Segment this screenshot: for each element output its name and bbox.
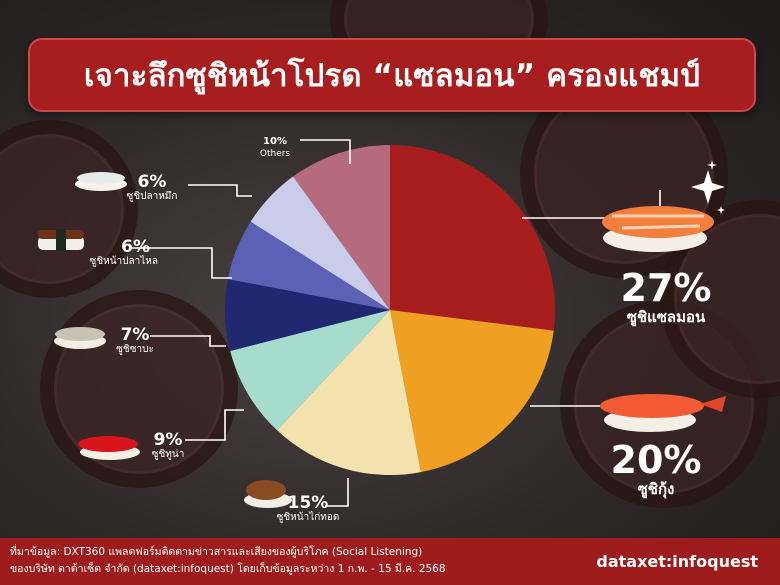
leader-line-tuna <box>185 409 244 441</box>
squid-sushi-icon <box>75 172 127 191</box>
leader-line-squid <box>188 184 252 197</box>
chicken-name: ซูชิหน้าไก่ทอด <box>276 512 340 523</box>
pie-slice-7 <box>293 145 390 310</box>
leader-line-chicken <box>325 478 349 507</box>
source-line-2: ของบริษัท ดาต้าเซ็ต จำกัด (dataxet:infoq… <box>10 563 446 575</box>
salmon-name: ซูชิแซลมอน <box>626 308 706 326</box>
salmon-sushi-icon <box>602 206 714 252</box>
shrimp-name: ซูชิกุ้ง <box>637 480 675 498</box>
label-shrimp: 20% ซูชิกุ้ง <box>596 440 716 498</box>
salmon-percent: 27% <box>620 266 712 310</box>
page-title: เจาะลึกซูชิหน้าโปรด “แซลมอน” ครองแชมป์ <box>83 58 701 94</box>
chicken-percent: 15% <box>287 493 329 513</box>
eel-name: ซูชิหน้าปลาไหล <box>89 256 158 267</box>
squid-percent: 6% <box>137 172 167 192</box>
label-chicken: 15% ซูชิหน้าไก่ทอด <box>266 494 350 524</box>
tuna-name: ซูชิทูน่า <box>151 449 185 460</box>
eel-sushi-icon <box>38 229 84 251</box>
pie-slice-3 <box>230 310 390 431</box>
source-line-1: ที่มาข้อมูล: DXT360 แพลตฟอร์มติดตามข่าวส… <box>10 546 423 558</box>
pie-slice-2 <box>277 310 421 476</box>
tuna-sushi-icon <box>78 436 140 460</box>
others-percent: 10% <box>263 136 287 147</box>
label-tuna: 9% ซูชิทูน่า <box>146 431 190 461</box>
others-name: Others <box>259 149 291 159</box>
shrimp-sushi-icon <box>600 394 726 432</box>
saba-percent: 7% <box>120 325 150 345</box>
leader-line-saba <box>150 335 226 347</box>
shrimp-percent: 20% <box>610 438 702 482</box>
sparkle-icon <box>691 160 725 214</box>
saba-sushi-icon <box>54 327 106 349</box>
brand-logo: dataxet:infoquest <box>596 552 758 571</box>
squid-name: ซูชิปลาหมึก <box>126 191 178 202</box>
leader-line-others <box>300 139 351 164</box>
eel-percent: 6% <box>121 237 150 257</box>
saba-name: ซูชิซาบะ <box>116 344 154 355</box>
label-others: 10% Others <box>250 136 300 160</box>
label-salmon: 27% ซูชิแซลมอน <box>606 268 726 326</box>
pie-slice-5 <box>227 221 390 310</box>
title-banner: เจาะลึกซูชิหน้าโปรด “แซลมอน” ครองแชมป์ <box>28 38 756 112</box>
footer: ที่มาข้อมูล: DXT360 แพลตฟอร์มติดตามข่าวส… <box>0 538 780 585</box>
tuna-percent: 9% <box>153 430 183 450</box>
source-note: ที่มาข้อมูล: DXT360 แพลตฟอร์มติดตามข่าวส… <box>10 544 446 578</box>
label-eel: 6% ซูชิหน้าปลาไหล <box>58 238 158 268</box>
pie-slice-0 <box>390 145 556 331</box>
pie-slice-1 <box>390 310 554 473</box>
label-squid: 6% ซูชิปลาหมึก <box>112 173 192 203</box>
pie-slice-4 <box>224 279 390 352</box>
pie-slice-6 <box>250 176 390 310</box>
leader-line-eel <box>130 247 232 279</box>
label-saba: 7% ซูชิซาบะ <box>110 326 160 356</box>
fried-chicken-sushi-icon <box>244 480 292 508</box>
pie-chart <box>38 139 726 508</box>
